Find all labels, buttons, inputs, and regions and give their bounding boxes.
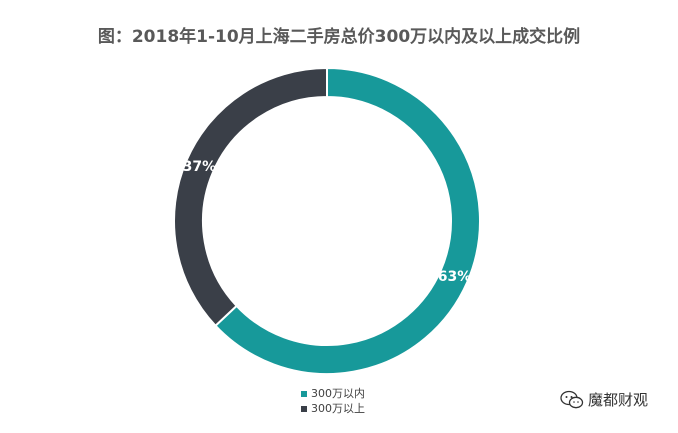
legend-item-0: 300万以内 xyxy=(301,386,365,401)
chart-legend: 300万以内 300万以上 xyxy=(301,386,365,416)
donut-slice-1 xyxy=(173,66,328,328)
watermark: 魔都财观 xyxy=(560,389,648,410)
chart-title: 图：2018年1-10月上海二手房总价300万以内及以上成交比例 xyxy=(97,27,581,47)
legend-label-1: 300万以上 xyxy=(311,402,365,415)
wechat-icon xyxy=(560,390,584,408)
legend-swatch-1 xyxy=(301,405,307,412)
legend-label-0: 300万以内 xyxy=(311,387,365,400)
data-label-0: 63% xyxy=(438,269,472,285)
donut-slice-0 xyxy=(214,66,481,375)
legend-item-1: 300万以上 xyxy=(301,401,365,416)
watermark-text: 魔都财观 xyxy=(587,391,648,409)
data-label-1: 37% xyxy=(183,159,217,175)
legend-swatch-0 xyxy=(301,390,307,397)
